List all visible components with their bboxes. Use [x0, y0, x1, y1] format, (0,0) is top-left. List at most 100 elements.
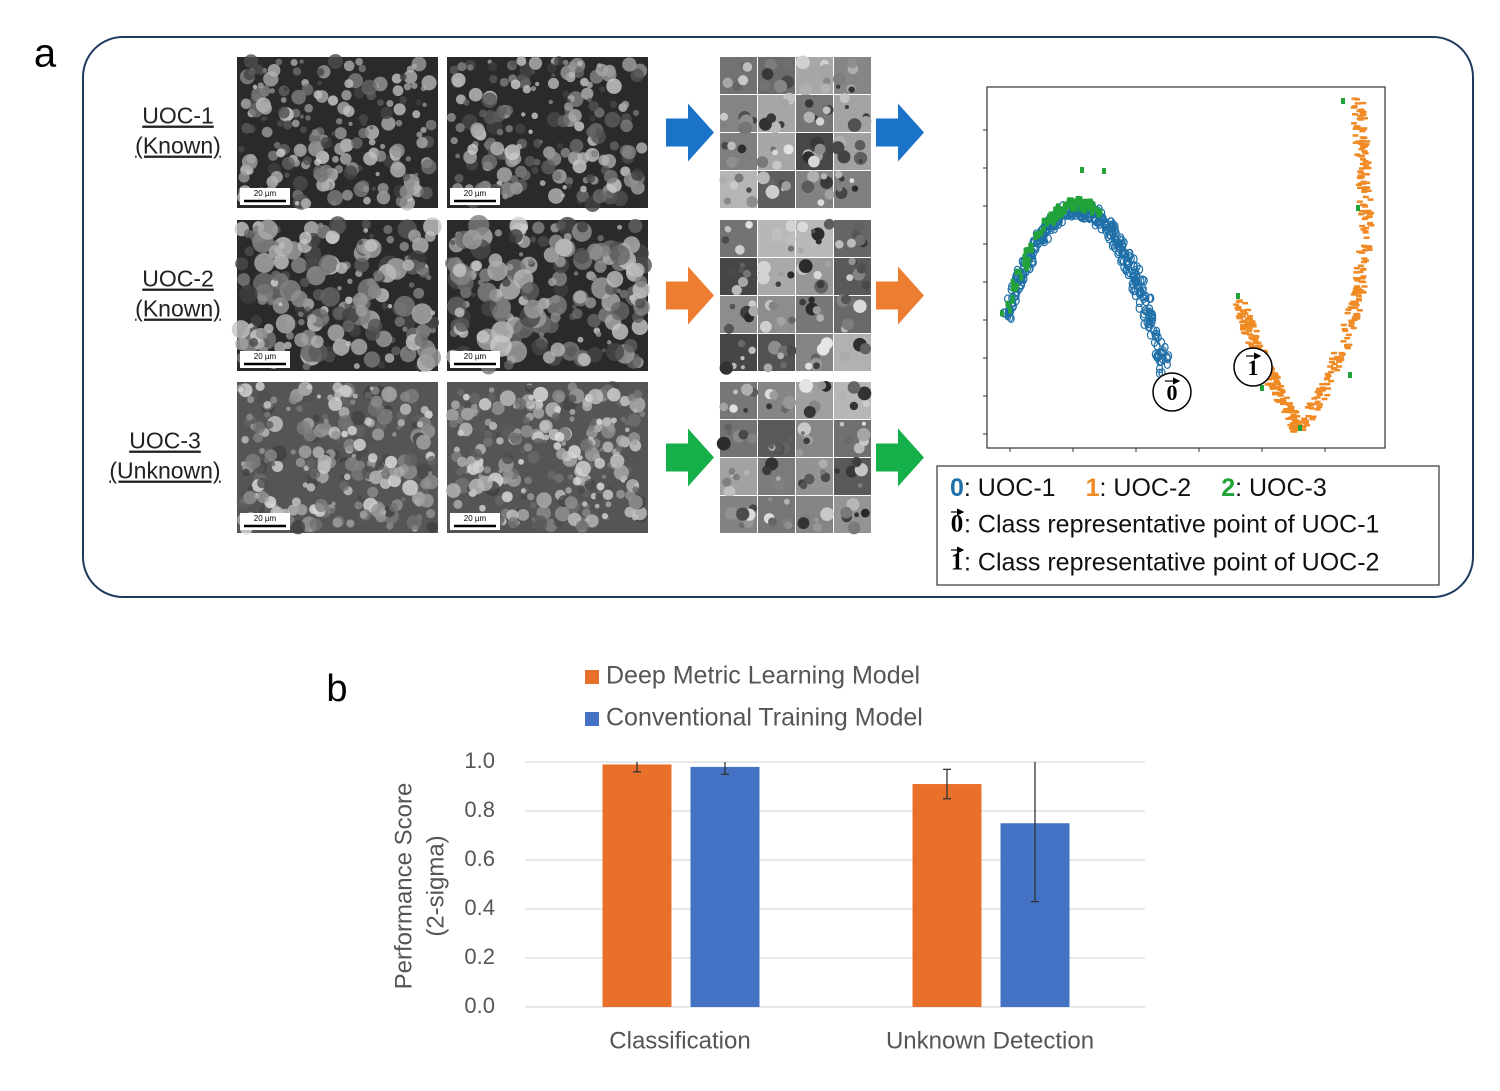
texture [616, 288, 622, 294]
texture [529, 501, 537, 509]
embedding-point [1235, 308, 1242, 311]
flow-arrow [666, 266, 714, 325]
texture [496, 167, 513, 183]
texture [483, 110, 498, 125]
texture [566, 98, 571, 103]
texture [576, 189, 589, 203]
embedding-point [1352, 141, 1359, 144]
texture [844, 436, 853, 445]
texture [384, 353, 395, 363]
embedding-point [1019, 274, 1024, 281]
texture [342, 320, 355, 333]
texture [316, 481, 321, 486]
texture [552, 389, 566, 403]
texture [531, 338, 548, 356]
embedding-point [1358, 147, 1365, 151]
texture [803, 406, 816, 419]
texture [622, 57, 637, 72]
texture [724, 507, 738, 520]
texture [515, 123, 526, 134]
texture [611, 323, 629, 340]
texture [722, 77, 733, 88]
texture [596, 418, 603, 425]
texture [470, 292, 476, 298]
texture [240, 98, 252, 109]
embedding-point [1070, 205, 1075, 212]
embedding-point [1280, 402, 1287, 406]
texture [483, 437, 493, 447]
texture [386, 522, 394, 530]
panel-a-frame [82, 36, 1474, 598]
texture [732, 473, 740, 481]
embedding-point [1361, 257, 1368, 260]
texture [552, 170, 563, 181]
texture [769, 241, 782, 255]
embedding-point [1314, 408, 1321, 411]
texture [748, 81, 755, 88]
texture [481, 92, 498, 109]
texture [296, 504, 308, 516]
embedding-point [1349, 306, 1356, 310]
texture [568, 108, 582, 123]
embedding-point [1324, 377, 1331, 381]
embedding-point [1130, 261, 1138, 271]
texture [285, 331, 294, 340]
embedding-point [1240, 323, 1247, 327]
embedding-point [1309, 417, 1316, 421]
texture [343, 105, 355, 117]
embedding-point [1048, 211, 1053, 218]
texture [259, 102, 273, 115]
texture [371, 186, 376, 191]
texture [399, 96, 407, 105]
embedding-point [1351, 122, 1358, 125]
texture [264, 411, 271, 418]
texture [565, 487, 572, 494]
texture [527, 258, 535, 265]
texture [369, 125, 374, 130]
texture [756, 156, 769, 168]
embedding-point [1297, 420, 1304, 424]
texture [768, 301, 778, 311]
embedding-point [1044, 220, 1049, 227]
texture [852, 220, 866, 233]
legend-label: Conventional Training Model [606, 704, 923, 732]
texture [605, 501, 612, 508]
embedding-point [1272, 374, 1279, 378]
texture [861, 280, 871, 290]
texture [235, 257, 249, 271]
sem-image: 20 µm [231, 216, 442, 373]
embedding-point [1161, 342, 1169, 353]
texture [805, 362, 813, 370]
texture [564, 177, 574, 186]
legend-label: : UOC-2 [1100, 474, 1192, 502]
embedding-point [1080, 167, 1084, 173]
embedding-point [1291, 430, 1298, 433]
texture [354, 501, 363, 510]
texture [268, 245, 283, 259]
texture [577, 336, 584, 343]
texture [341, 430, 348, 438]
texture [547, 77, 560, 90]
texture [339, 385, 352, 398]
embedding-point [1358, 289, 1365, 292]
texture [242, 468, 250, 477]
texture [411, 303, 433, 325]
texture [331, 501, 336, 506]
texture [591, 150, 599, 158]
texture [337, 286, 342, 291]
texture [594, 458, 606, 469]
y-axis-label: (2-sigma) [422, 835, 449, 936]
embedding-point [1146, 330, 1155, 340]
texture [820, 507, 834, 521]
texture [575, 460, 591, 477]
texture [299, 277, 310, 288]
texture [808, 155, 820, 168]
embedding-point [1317, 403, 1324, 406]
embedding-point [1249, 345, 1256, 348]
texture [328, 216, 347, 235]
texture [820, 173, 828, 180]
texture [421, 75, 437, 91]
texture [426, 521, 438, 533]
texture [784, 233, 796, 245]
texture [369, 233, 374, 239]
